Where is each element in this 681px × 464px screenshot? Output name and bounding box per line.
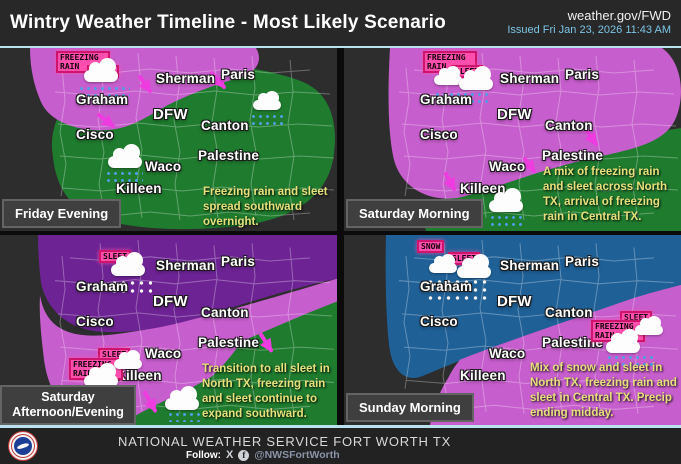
city-label: Canton <box>545 305 593 320</box>
panel-caption: Freezing rain and sleet spread southward… <box>203 186 328 228</box>
city-label: Palestine <box>542 335 604 350</box>
city-label: Canton <box>201 305 249 320</box>
southward-arrows <box>443 129 598 192</box>
panel-caption: Transition to all sleet in North TX, fre… <box>202 363 330 420</box>
rain-dots <box>78 85 130 99</box>
rain-dots <box>489 214 525 228</box>
city-label: Killeen <box>116 181 162 196</box>
city-label: Waco <box>489 159 526 174</box>
panel-friday-evening: FREEZING RAIN SLEET Sherman Paris Graham… <box>0 48 337 231</box>
city-label: Waco <box>489 346 526 361</box>
city-label: Sherman <box>156 258 216 273</box>
city-label: Graham <box>420 92 473 107</box>
header: Wintry Weather Timeline - Most Likely Sc… <box>0 0 681 46</box>
panel-caption: A mix of freezing rain and sleet across … <box>543 166 667 223</box>
rain-region <box>424 128 681 231</box>
city-label: Paris <box>565 67 600 82</box>
twitter-x-icon: X <box>226 449 234 461</box>
city-label: Canton <box>545 118 593 133</box>
city-label: DFW <box>497 293 532 310</box>
city-label: Killeen <box>460 368 506 383</box>
rain-region <box>122 301 337 425</box>
panel-saturday-morning: FREEZING RAIN SLEET Sherman Paris Graham… <box>344 48 681 231</box>
social-follow: Follow: X f @NWSFortWorth <box>186 449 340 461</box>
city-label: Sherman <box>500 71 560 86</box>
city-label: Cisco <box>76 314 114 329</box>
header-meta: weather.gov/FWD Issued Fri Jan 23, 2026 … <box>507 8 671 38</box>
rain-dots <box>606 354 654 368</box>
time-label: Friday Evening <box>2 199 122 228</box>
city-label: DFW <box>153 106 188 123</box>
snow-dots <box>426 278 490 300</box>
cyan-divider-top <box>0 46 681 48</box>
follow-label: Follow: <box>186 449 221 461</box>
cloud-icon <box>459 66 493 90</box>
city-label: Waco <box>145 346 182 361</box>
city-label: Palestine <box>542 148 604 163</box>
snow-tag: SNOW <box>417 240 445 254</box>
rain-dots <box>250 113 284 129</box>
time-label: Sunday Morning <box>346 393 474 422</box>
cloud-icon <box>457 254 491 278</box>
panel-saturday-afternoon-evening: SLEET SLEET FREEZING RAIN Sherman Paris … <box>0 235 337 425</box>
time-label: Saturday Afternoon/Evening <box>0 385 136 425</box>
city-label: Cisco <box>420 127 458 142</box>
panel-sunday-morning: SNOW SLEET SLEET FREEZING RAIN Sherman P… <box>344 235 681 425</box>
rain-dots <box>167 411 203 422</box>
cloud-icon <box>429 254 457 273</box>
city-label: Paris <box>221 67 256 82</box>
cloud-icon <box>111 252 145 276</box>
city-label: DFW <box>153 293 188 310</box>
cloud-icon <box>84 363 118 387</box>
city-label: Paris <box>221 254 256 269</box>
rain-dots <box>105 170 143 185</box>
city-label: Cisco <box>76 127 114 142</box>
organization-name: NATIONAL WEATHER SERVICE FORT WORTH TX <box>118 434 452 449</box>
cloud-icon <box>165 386 199 410</box>
cloud-icon <box>434 66 462 85</box>
cyan-divider-bottom <box>0 425 681 428</box>
city-label: Canton <box>201 118 249 133</box>
facebook-icon: f <box>238 449 250 461</box>
city-label: Graham <box>76 279 129 294</box>
cloud-icon <box>84 58 118 82</box>
cloud-icon <box>606 329 640 353</box>
panel-caption: Mix of snow and sleet in North TX, freez… <box>530 362 677 419</box>
nws-logo-icon <box>8 431 38 461</box>
social-handle: @NWSFortWorth <box>254 449 340 461</box>
southward-arrows <box>143 332 273 413</box>
page-title: Wintry Weather Timeline - Most Likely Sc… <box>10 12 446 33</box>
freezing-rain-region <box>430 284 681 425</box>
footer: NATIONAL WEATHER SERVICE FORT WORTH TX F… <box>0 428 681 464</box>
city-label: Sherman <box>500 258 560 273</box>
time-label: Saturday Morning <box>346 199 483 228</box>
cloud-icon <box>489 188 523 212</box>
issued-timestamp: Issued Fri Jan 23, 2026 11:43 AM <box>507 24 671 37</box>
southward-arrows <box>97 71 226 128</box>
cloud-icon <box>253 91 281 110</box>
city-label: Cisco <box>420 314 458 329</box>
city-label: Graham <box>420 279 473 294</box>
city-label: Sherman <box>156 71 216 86</box>
cloud-icon <box>114 350 142 369</box>
city-label: Graham <box>76 92 129 107</box>
city-label: Paris <box>565 254 600 269</box>
city-label: Waco <box>145 159 182 174</box>
cloud-icon <box>635 316 663 335</box>
city-label: Killeen <box>116 368 162 383</box>
city-label: Palestine <box>198 148 260 163</box>
rain-dots <box>434 91 492 107</box>
sleet-dots <box>110 279 152 295</box>
cloud-icon <box>108 144 142 168</box>
website-url: weather.gov/FWD <box>567 8 671 23</box>
city-label: DFW <box>497 106 532 123</box>
city-label: Killeen <box>460 181 506 196</box>
city-label: Palestine <box>198 335 260 350</box>
